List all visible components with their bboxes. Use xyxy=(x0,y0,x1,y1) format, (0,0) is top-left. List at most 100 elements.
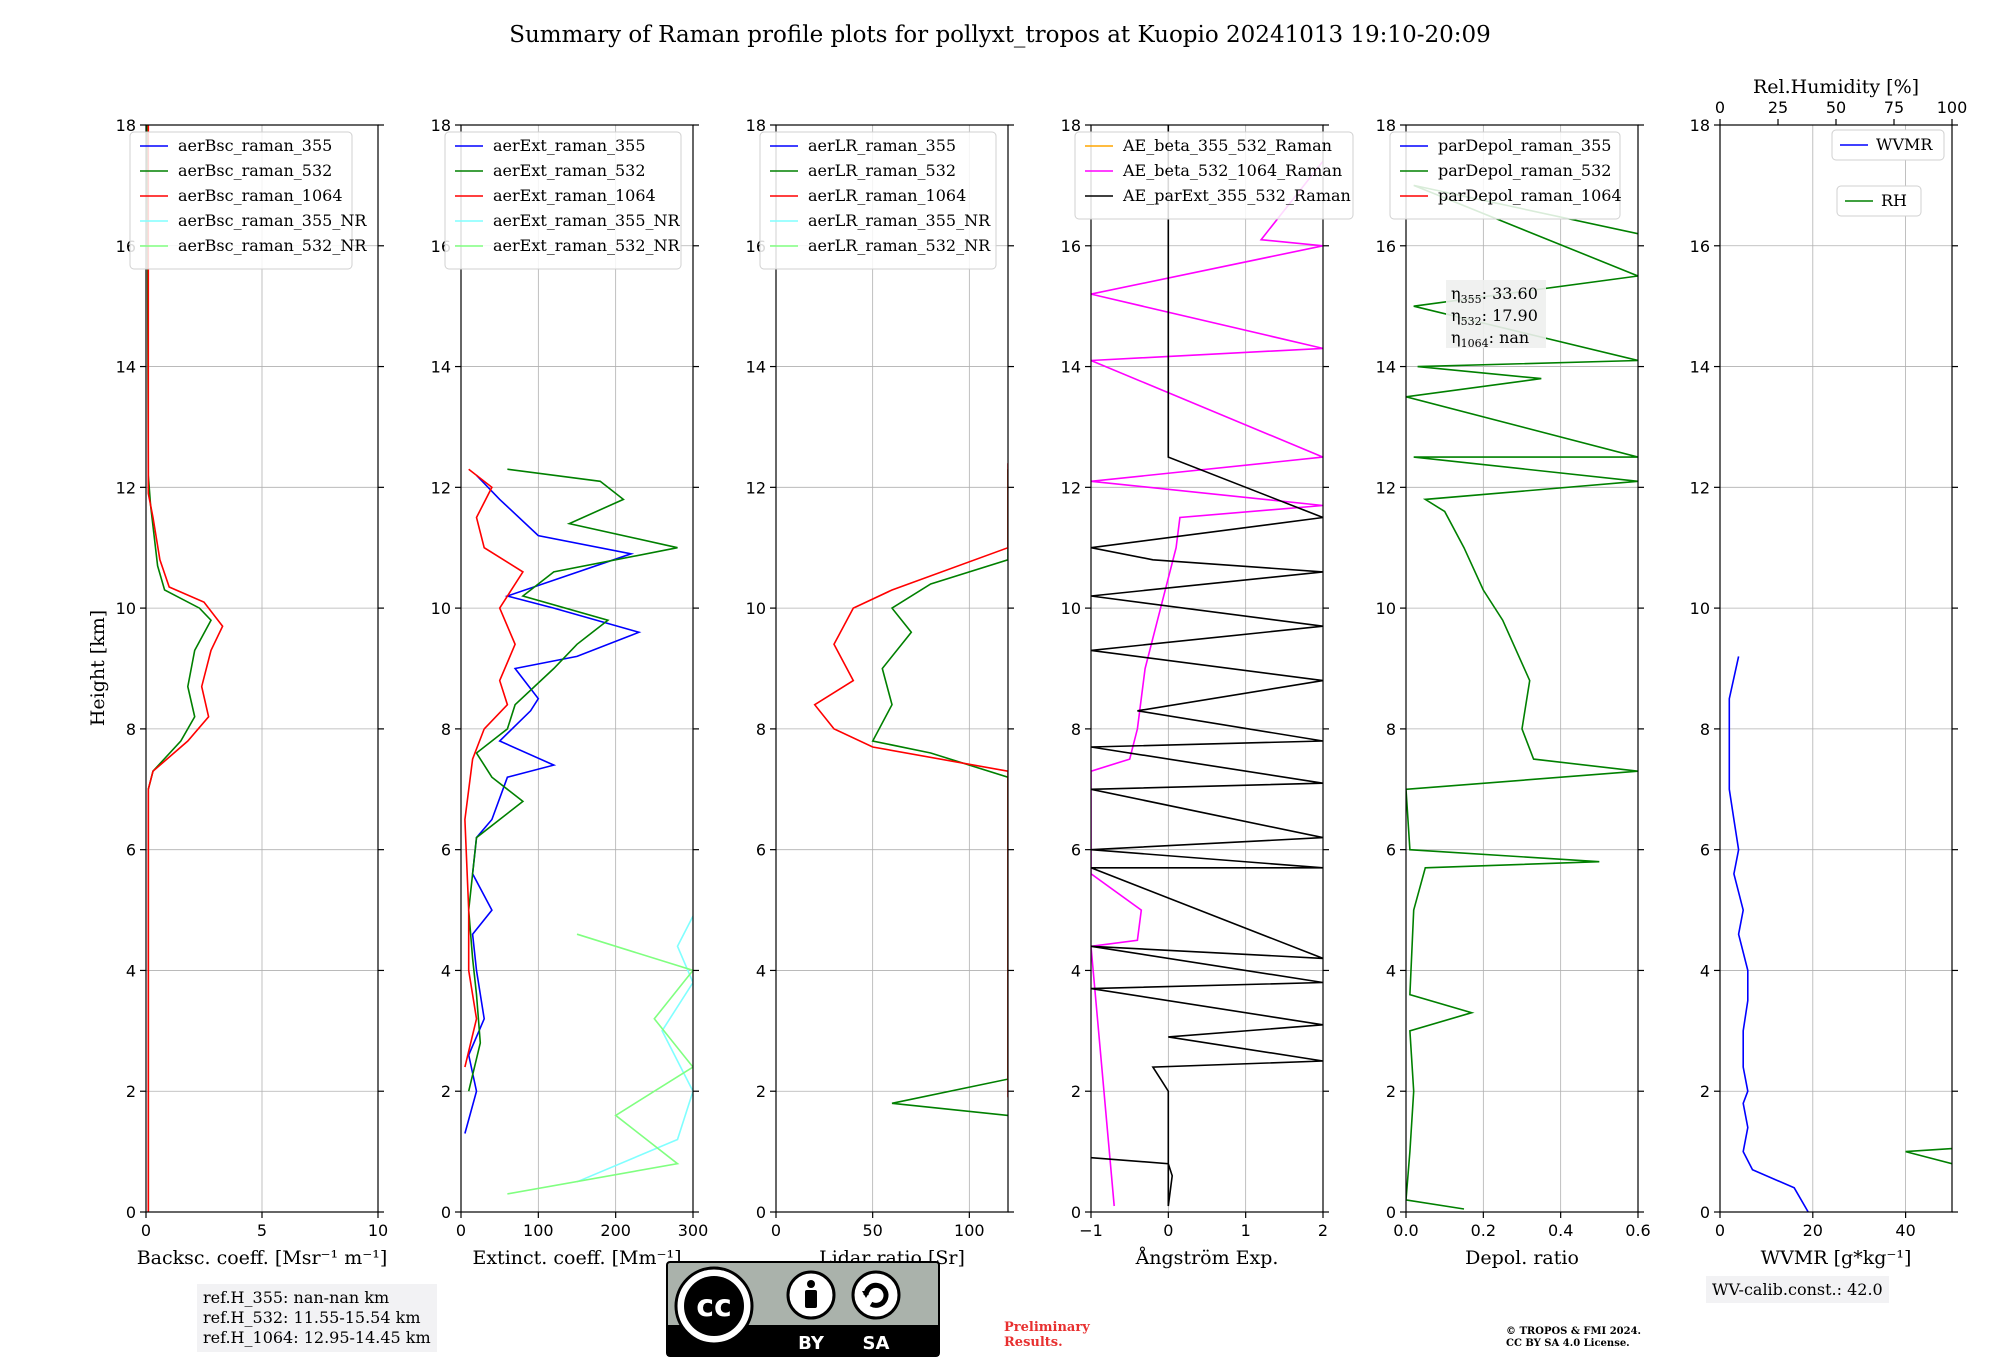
x-tick-label: 0.2 xyxy=(1471,1221,1496,1240)
legend-label: aerExt_raman_532 xyxy=(493,161,646,180)
legend-label: aerExt_raman_532_NR xyxy=(493,236,681,255)
legend-box xyxy=(1831,129,1945,161)
legend-label: RH xyxy=(1881,191,1907,210)
legend-label: aerBsc_raman_355_NR xyxy=(178,211,367,230)
y-tick-label: 8 xyxy=(126,720,136,739)
eta-annotation-box xyxy=(1446,280,1546,348)
y-tick-label: 8 xyxy=(1071,720,1081,739)
y-tick-label: 14 xyxy=(116,358,136,377)
legend-label: aerBsc_raman_532_NR xyxy=(178,236,367,255)
wv-calibration-box: WV-calib.const.: 42.0 xyxy=(1706,1276,1889,1303)
y-tick-label: 4 xyxy=(1700,961,1710,980)
cc-by-sa-license-logo: cc BY SA xyxy=(666,1261,940,1357)
preliminary-note: Preliminary Results. xyxy=(1004,1320,1090,1350)
legend-box xyxy=(1074,131,1354,220)
y-tick-label: 12 xyxy=(746,478,766,497)
legend-label: aerLR_raman_355 xyxy=(808,136,956,155)
x-tick-label: 100 xyxy=(954,1221,985,1240)
panel-6: 0 20 40 0 2 4 6 8 10 12 14 16 18 WVMR [g*kg⁻¹] 0 25 50 75… xyxy=(1690,76,1968,1269)
y-tick-label: 18 xyxy=(116,116,136,135)
legend-box xyxy=(1836,185,1922,217)
legend-label: aerBsc_raman_355 xyxy=(178,136,332,155)
x-tick-label: 20 xyxy=(1803,1221,1823,1240)
x-axis-label: Backsc. coeff. [Msr⁻¹ m⁻¹] xyxy=(137,1247,388,1269)
x-axis-label: Depol. ratio xyxy=(1465,1247,1579,1269)
panel-frame xyxy=(775,124,1009,1213)
legend-label: aerLR_raman_532_NR xyxy=(808,236,991,255)
y-tick-label: 4 xyxy=(441,961,451,980)
series-line-AE_parExt_355_532_Raman xyxy=(1091,125,1323,1207)
y-tick-label: 4 xyxy=(1386,961,1396,980)
y-tick-label: 14 xyxy=(1376,358,1396,377)
figure-title: Summary of Raman profile plots for polly… xyxy=(509,22,1491,48)
y-tick-label: 2 xyxy=(1700,1082,1710,1101)
legend-box xyxy=(1389,131,1621,220)
y-tick-label: 18 xyxy=(1690,116,1710,135)
y-tick-label: 8 xyxy=(756,720,766,739)
y-tick-label: 2 xyxy=(756,1082,766,1101)
x-tick-label: 0.6 xyxy=(1625,1221,1650,1240)
x-axis-label: Ångström Exp. xyxy=(1135,1247,1279,1269)
series-line-WVMR xyxy=(1728,656,1809,1212)
y-tick-label: 0 xyxy=(126,1203,136,1222)
legend-label: AE_beta_355_532_Raman xyxy=(1122,136,1332,155)
y-tick-label: 8 xyxy=(441,720,451,739)
legend-label: parDepol_raman_355 xyxy=(1438,136,1611,155)
legend-box xyxy=(129,131,353,270)
y-tick-label: 12 xyxy=(1061,478,1081,497)
legend-label: parDepol_raman_1064 xyxy=(1438,186,1622,205)
y-tick-label: 12 xyxy=(116,478,136,497)
legend-label: aerExt_raman_355 xyxy=(493,136,646,155)
y-tick-label: 8 xyxy=(1386,720,1396,739)
panel-frame xyxy=(1719,124,1953,1213)
series-line-aerExt_raman_532_NR xyxy=(507,933,693,1195)
y-tick-label: 10 xyxy=(1376,599,1396,618)
y-tick-label: 8 xyxy=(1700,720,1710,739)
x-tick-label: 2 xyxy=(1318,1221,1328,1240)
y-tick-label: 18 xyxy=(1376,116,1396,135)
legend-label: aerLR_raman_355_NR xyxy=(808,211,991,230)
x-tick-label: 200 xyxy=(600,1221,631,1240)
top-x-tick-label: 50 xyxy=(1826,98,1846,117)
y-tick-label: 6 xyxy=(441,841,451,860)
series-line-aerExt_raman_1064 xyxy=(464,468,525,1068)
x-tick-label: 300 xyxy=(678,1221,709,1240)
y-tick-label: 14 xyxy=(1061,358,1081,377)
copyright-line-2: CC BY SA 4.0 License. xyxy=(1506,1338,1630,1349)
series-line-aerLR_raman_1064 xyxy=(813,463,1008,1098)
y-tick-label: 12 xyxy=(1376,478,1396,497)
legend-label: aerExt_raman_1064 xyxy=(493,186,656,205)
y-tick-label: 18 xyxy=(1061,116,1081,135)
y-tick-label: 10 xyxy=(1690,599,1710,618)
eta-label: η355: 33.60 xyxy=(1451,284,1538,306)
ref-height-1064: ref.H_1064: 12.95-14.45 km xyxy=(203,1328,431,1347)
series-line-aerExt_raman_355 xyxy=(464,474,642,1134)
top-x-tick-label: 100 xyxy=(1937,98,1968,117)
eta-label: η1064: nan xyxy=(1451,328,1529,350)
y-tick-label: 10 xyxy=(116,599,136,618)
y-tick-label: 18 xyxy=(746,116,766,135)
y-tick-label: 0 xyxy=(441,1203,451,1222)
y-tick-label: 14 xyxy=(1690,358,1710,377)
legend-label: aerLR_raman_532 xyxy=(808,161,956,180)
legend-label: aerBsc_raman_1064 xyxy=(178,186,343,205)
ref-height-355: ref.H_355: nan-nan km xyxy=(203,1288,390,1307)
y-tick-label: 16 xyxy=(1061,237,1081,256)
x-tick-label: −1 xyxy=(1079,1221,1103,1240)
ref-height-532: ref.H_532: 11.55-15.54 km xyxy=(203,1308,421,1327)
series-line-RH xyxy=(1905,1147,1952,1165)
series-line-aerExt_raman_355_NR xyxy=(576,915,693,1183)
x-tick-label: 1 xyxy=(1241,1221,1251,1240)
y-tick-label: 6 xyxy=(1071,841,1081,860)
panel-frame xyxy=(1405,124,1639,1213)
x-axis-label: Extinct. coeff. [Mm⁻¹] xyxy=(472,1247,681,1269)
legend-box xyxy=(759,131,997,270)
y-tick-label: 4 xyxy=(756,961,766,980)
x-tick-label: 0 xyxy=(771,1221,781,1240)
series-line-AE_beta_532_1064_Raman xyxy=(1091,160,1323,1207)
y-axis-label: Height [km] xyxy=(87,610,109,726)
